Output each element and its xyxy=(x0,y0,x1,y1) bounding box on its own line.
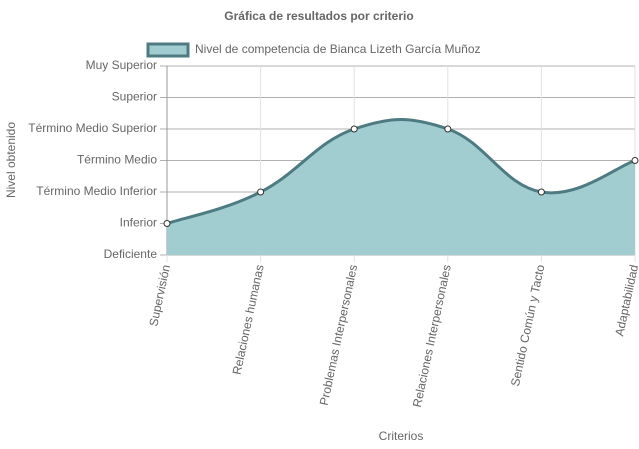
x-tick-label: Problemas Interpersonales xyxy=(317,263,361,406)
point xyxy=(257,188,265,196)
point xyxy=(163,220,171,227)
y-tick-label: Término Medio Inferior xyxy=(36,184,157,198)
chart-title: Gráfica de resultados por criterio xyxy=(224,9,413,23)
x-axis-title: Criterios xyxy=(379,429,424,443)
y-axis-title: Nivel obtenido xyxy=(4,122,18,198)
y-tick-label: Término Medio Superior xyxy=(28,121,157,135)
y-tick-label: Término Medio xyxy=(77,153,157,167)
y-tick-label: Muy Superior xyxy=(86,58,157,72)
point xyxy=(350,125,358,133)
x-tick-label: Adaptabilidad xyxy=(612,263,639,337)
point xyxy=(537,188,545,196)
y-tick-label: Inferior xyxy=(120,216,157,230)
x-tick-label: Relaciones humanas xyxy=(230,263,267,376)
point xyxy=(631,157,639,164)
x-tick-label: Sentido Común y Tacto xyxy=(508,263,548,387)
point xyxy=(444,125,452,133)
x-tick-label: Supervisión xyxy=(146,263,173,327)
x-tick-label: Relaciones Interpersonales xyxy=(410,263,454,408)
line xyxy=(166,118,636,225)
y-tick-label: Superior xyxy=(112,90,157,104)
legend-swatch xyxy=(146,42,190,58)
y-tick-label: Deficiente xyxy=(104,247,158,261)
area-fill xyxy=(167,119,635,255)
legend-label: Nivel de competencia de Bianca Lizeth Ga… xyxy=(195,42,481,56)
